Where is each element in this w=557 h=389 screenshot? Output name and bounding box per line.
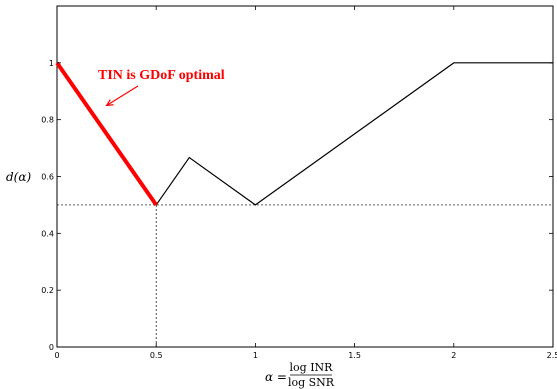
series-lines — [55, 61, 553, 207]
y-tick-label: 0.4 — [41, 229, 54, 238]
series-line-optimal — [55, 61, 158, 207]
x-axis-label-numerator: log INR — [290, 361, 334, 374]
x-tick-label: 0 — [54, 351, 59, 360]
annotation: TIN is GDoF optimal — [98, 68, 225, 107]
plot-area — [56, 5, 554, 348]
x-tick-label: 2 — [451, 351, 456, 360]
x-tick-label: 1 — [253, 351, 258, 360]
x-tick-label: 2.5 — [547, 351, 557, 360]
x-tick-label: 0.5 — [150, 351, 163, 360]
x-ticks: 0 0.5 1 1.5 2 2.5 — [54, 6, 557, 360]
y-tick-label: 0.8 — [41, 116, 54, 125]
x-axis-label: α = log INR log SNR — [265, 361, 335, 389]
reference-lines — [57, 204, 553, 347]
series-line-gdof — [155, 62, 553, 206]
y-tick-label: 0.2 — [41, 286, 54, 295]
y-ticks: 0 0.2 0.4 0.6 0.8 1 — [41, 59, 553, 352]
plot-frame — [56, 5, 554, 348]
annotation-text: TIN is GDoF optimal — [98, 68, 225, 83]
y-tick-label: 1 — [49, 59, 54, 68]
annotation-arrow-head — [105, 99, 114, 107]
x-tick-label: 1.5 — [348, 351, 361, 360]
y-axis-label: d(α) — [6, 170, 31, 184]
annotation-arrow-shaft — [106, 85, 139, 106]
x-axis-label-denominator: log SNR — [288, 376, 335, 389]
x-axis-label-lhs: α = — [265, 370, 287, 384]
y-tick-label: 0.6 — [41, 173, 54, 182]
y-tick-label: 0 — [49, 343, 54, 352]
